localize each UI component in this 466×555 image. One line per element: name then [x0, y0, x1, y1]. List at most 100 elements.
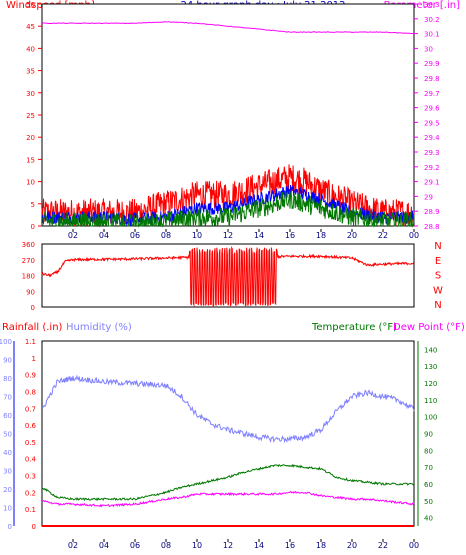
humidity-tick-label: 80 — [3, 375, 12, 383]
barometer-tick-label: 30 — [424, 45, 433, 53]
temperature-tick-label: 70 — [424, 464, 433, 472]
windspeed-tick-label: 10 — [26, 179, 35, 187]
rain-panel-xtick-label: 22 — [378, 541, 388, 550]
humidity-tick-label: 40 — [3, 449, 12, 457]
barometer-tick-label: 29.5 — [424, 119, 440, 127]
barometer-tick-label: 29.8 — [424, 75, 440, 83]
rain-panel-frame — [41, 340, 415, 527]
humidity-tick-label: 100 — [0, 338, 12, 346]
windspeed-tick-label: 15 — [26, 156, 35, 164]
compass-label: N — [434, 300, 441, 311]
dewpoint-axis-label: Dew Point (°F) — [393, 322, 465, 333]
wind-panel-xtick-label: 04 — [99, 231, 109, 240]
humidity-tick-label: 20 — [3, 486, 12, 494]
humidity-tick-label: 0 — [8, 523, 12, 531]
direction-tick-label: 0 — [31, 304, 35, 312]
wind-panel-xtick-label: 14 — [254, 231, 264, 240]
rain-panel-xtick-label: 06 — [130, 541, 140, 550]
wind-panel-xtick-label: 06 — [130, 231, 140, 240]
barometer-tick-label: 29.4 — [424, 134, 440, 142]
direction-tick-label: 90 — [26, 288, 35, 296]
windspeed-series-line — [41, 164, 415, 227]
compass-label: W — [433, 285, 443, 296]
rainfall-axis-label: Rainfall (.in) — [2, 322, 63, 333]
wind-panel-frame — [41, 3, 415, 227]
humidity-axis-label: Humidity (%) — [66, 322, 132, 333]
barometer-tick-label: 30.2 — [424, 16, 440, 24]
humidity-tick-label: 50 — [3, 431, 12, 439]
rainfall-tick-label: 0.2 — [25, 489, 36, 497]
direction-tick-label: 270 — [22, 257, 35, 265]
barometer-tick-label: 29.9 — [424, 60, 440, 68]
temperature-series-line — [41, 463, 415, 502]
barometer-tick-label: 28.8 — [424, 223, 440, 231]
barometer-tick-label: 28.9 — [424, 208, 440, 216]
rainfall-tick-label: 0.1 — [25, 506, 36, 514]
barometer-tick-label: 29 — [424, 193, 433, 201]
compass-label: S — [435, 271, 441, 282]
windspeed-tick-label: 0 — [31, 223, 35, 231]
windspeed-tick-label: 20 — [26, 134, 35, 142]
humidity-tick-label: 30 — [3, 468, 12, 476]
windspeed-tick-label: 30 — [26, 90, 35, 98]
rain-panel-xtick-label: 02 — [68, 541, 78, 550]
rain-panel-xtick-label: 04 — [99, 541, 109, 550]
windspeed-tick-label: 35 — [26, 68, 35, 76]
rainfall-tick-label: 0.9 — [25, 372, 36, 380]
temperature-tick-label: 60 — [424, 481, 433, 489]
rain-panel-xtick-label: 00 — [409, 541, 419, 550]
compass-label: E — [435, 256, 441, 267]
direction-tick-label: 180 — [22, 273, 35, 281]
barometer-tick-label: 29.6 — [424, 105, 440, 113]
wind-panel-xtick-label: 00 — [409, 231, 419, 240]
humidity-series-line — [41, 374, 415, 444]
wind-panel-xtick-label: 22 — [378, 231, 388, 240]
rain-panel-xtick-label: 14 — [254, 541, 264, 550]
windspeed-tick-label: 5 — [31, 201, 35, 209]
wind-panel-xtick-label: 12 — [223, 231, 233, 240]
rainfall-tick-label: 0.5 — [25, 439, 36, 447]
rain-panel-xtick-label: 10 — [192, 541, 202, 550]
windspeed-tick-label: 40 — [26, 45, 35, 53]
wind-panel-xtick-label: 18 — [316, 231, 326, 240]
rainfall-tick-label: 0 — [32, 523, 36, 531]
rainfall-tick-label: 0.6 — [25, 422, 37, 430]
rain-panel-xtick-label: 12 — [223, 541, 233, 550]
temperature-tick-label: 90 — [424, 431, 433, 439]
temperature-tick-label: 120 — [424, 380, 437, 388]
wind-panel-xtick-label: 20 — [347, 231, 357, 240]
wind-panel-xtick-label: 10 — [192, 231, 202, 240]
rainfall-tick-label: 0.7 — [25, 405, 36, 413]
chart-layer: 0510152025303540455028.828.92929.129.229… — [0, 1, 443, 550]
temperature-tick-label: 130 — [424, 363, 437, 371]
rainfall-tick-label: 0.3 — [25, 473, 36, 481]
barometer-tick-label: 30.3 — [424, 1, 440, 9]
humidity-tick-label: 60 — [3, 412, 12, 420]
rain-panel-xtick-label: 16 — [285, 541, 295, 550]
humidity-tick-label: 10 — [3, 505, 12, 513]
rain-panel-xtick-label: 18 — [316, 541, 326, 550]
windspeed-tick-label: 25 — [26, 112, 35, 120]
wind-panel-xtick-label: 16 — [285, 231, 295, 240]
barometer-axis-label: Barometer [.in] — [384, 0, 460, 11]
rainfall-tick-label: 0.8 — [25, 388, 36, 396]
humidity-tick-label: 90 — [3, 357, 12, 365]
rainfall-tick-label: 1.1 — [25, 338, 36, 346]
rain-panel-xtick-label: 08 — [161, 541, 171, 550]
temperature-axis-label: Temperature (°F) — [311, 322, 397, 333]
humidity-tick-label: 70 — [3, 394, 12, 402]
wind-panel-xtick-label: 02 — [68, 231, 78, 240]
windspeed-tick-label: 50 — [26, 1, 35, 9]
barometer-tick-label: 29.3 — [424, 149, 440, 157]
temperature-tick-label: 140 — [424, 346, 437, 354]
barometer-tick-label: 29.1 — [424, 179, 440, 187]
barometer-tick-label: 29.2 — [424, 164, 440, 172]
rainfall-tick-label: 0.4 — [25, 456, 37, 464]
direction-series-line — [41, 245, 415, 308]
temperature-tick-label: 100 — [424, 414, 437, 422]
barometer-tick-label: 29.7 — [424, 90, 440, 98]
direction-tick-label: 360 — [22, 241, 35, 249]
temperature-tick-label: 80 — [424, 447, 433, 455]
